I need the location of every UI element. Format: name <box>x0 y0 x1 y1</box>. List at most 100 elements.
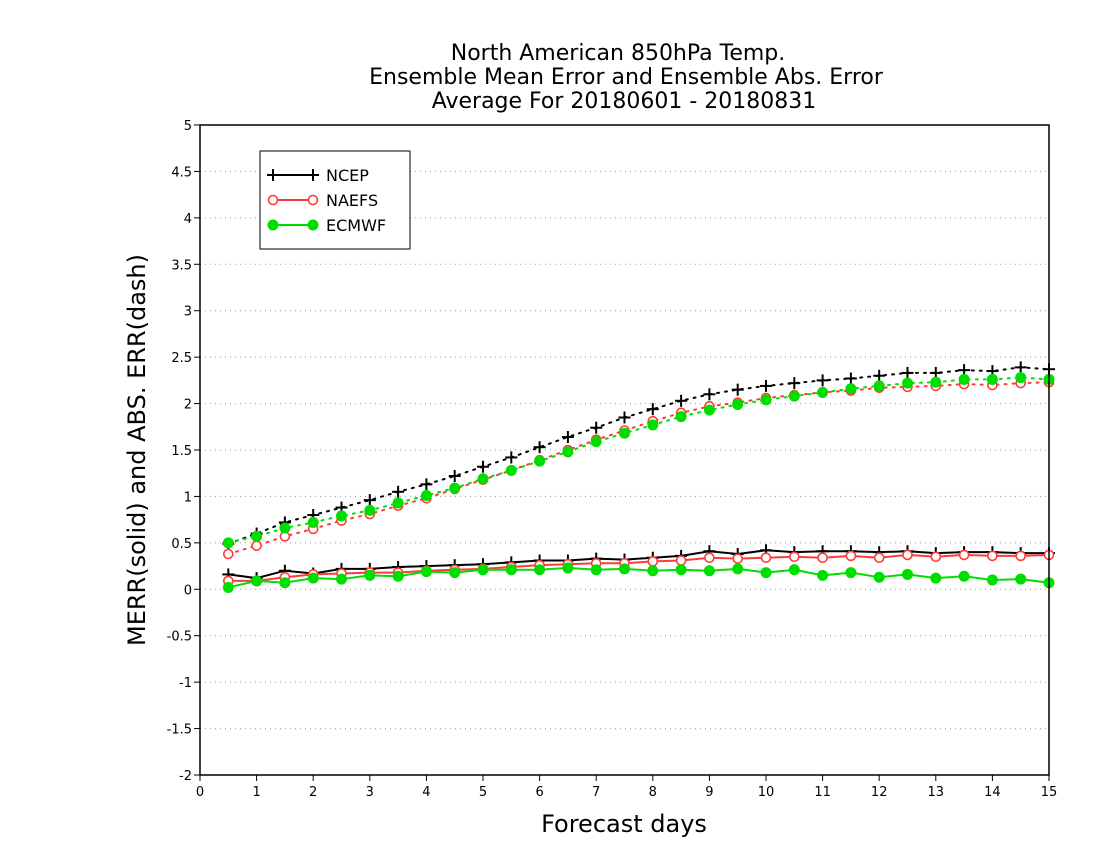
x-tick-label: 1 <box>252 785 260 800</box>
x-tick-label: 8 <box>649 785 657 800</box>
chart-title-line-3: Average For 20180601 - 20180831 <box>432 89 817 114</box>
ecmwf-mean-error-point <box>222 581 234 593</box>
naefs-abs-error-point <box>223 548 234 560</box>
x-tick-label: 6 <box>535 785 543 800</box>
legend-label-ncep: NCEP <box>326 166 369 185</box>
y-tick-label: -1 <box>179 676 192 691</box>
axis-ticks <box>194 124 1050 781</box>
ncep-abs-error-point <box>392 485 405 498</box>
ecmwf-abs-error-point <box>279 522 291 534</box>
ecmwf-mean-error-point <box>1015 573 1027 585</box>
ecmwf-abs-error-point <box>902 377 913 389</box>
legend-marker-ecmwf <box>267 219 279 231</box>
y-tick-label: 1.5 <box>171 444 192 459</box>
ncep-abs-error-point <box>675 394 688 407</box>
naefs-mean-error-point <box>817 552 828 564</box>
naefs-mean-error-point <box>760 552 772 564</box>
ecmwf-abs-error-point <box>449 482 461 494</box>
legend: NCEP NAEFS ECMWF <box>259 150 411 250</box>
x-tick-label: 3 <box>366 785 374 800</box>
naefs-mean-error-point <box>902 549 913 561</box>
ecmwf-abs-error-point <box>364 504 376 516</box>
ncep-abs-error-point <box>505 451 518 464</box>
ecmwf-mean-error-point <box>336 573 347 585</box>
ecmwf-abs-error-point <box>930 376 942 388</box>
ecmwf-abs-error-point <box>505 464 517 476</box>
ecmwf-mean-error-point <box>703 565 715 577</box>
y-tick-label: 5 <box>184 119 192 134</box>
ncep-abs-error-point <box>477 460 489 473</box>
x-tick-label: 0 <box>196 785 204 800</box>
ecmwf-abs-error-point <box>760 394 772 406</box>
naefs-mean-error-point <box>647 556 659 567</box>
plot-frame <box>199 124 1050 776</box>
ecmwf-abs-error-point <box>477 473 489 485</box>
ecmwf-abs-error-point <box>307 516 319 528</box>
ecmwf-abs-error-point <box>647 419 659 431</box>
ncep-abs-error-point <box>760 379 772 392</box>
legend-marker-ncep <box>307 169 319 181</box>
ecmwf-mean-error-point <box>505 564 517 576</box>
ncep-abs-error-point <box>561 431 574 443</box>
ncep-abs-error-point <box>363 494 376 507</box>
ecmwf-mean-error-point <box>364 569 376 581</box>
ecmwf-abs-error-point <box>222 537 234 549</box>
ecmwf-abs-error-point <box>534 455 546 467</box>
ecmwf-abs-error-point <box>958 373 970 385</box>
ecmwf-mean-error-point <box>930 572 942 584</box>
ecmwf-abs-error-point <box>703 404 715 416</box>
ecmwf-mean-error-point <box>420 566 432 578</box>
ncep-abs-error-point <box>618 411 631 424</box>
ncep-abs-error-point <box>646 403 659 416</box>
y-tick-label: 4 <box>184 212 192 227</box>
ecmwf-mean-error-point <box>251 575 263 587</box>
ecmwf-abs-error-point <box>1015 372 1027 384</box>
ecmwf-mean-error-point <box>534 564 546 576</box>
ecmwf-mean-error-point <box>477 564 489 576</box>
legend-marker-naefs <box>267 194 279 206</box>
ncep-abs-error-point <box>703 388 716 401</box>
legend-item-ecmwf: ECMWF <box>267 216 386 235</box>
ecmwf-abs-error-point <box>392 497 404 509</box>
x-tick-label: 15 <box>1041 785 1058 800</box>
x-tick-label: 13 <box>928 785 945 800</box>
y-tick-label: 2 <box>184 398 192 413</box>
x-tick-label: 2 <box>309 785 317 800</box>
chart-title-line-2: Ensemble Mean Error and Ensemble Abs. Er… <box>369 65 884 90</box>
naefs-mean-error-point <box>873 552 885 564</box>
ecmwf-mean-error-point <box>647 565 659 577</box>
x-tick-label: 10 <box>758 785 775 800</box>
ecmwf-abs-error-point <box>817 386 829 398</box>
y-tick-label: -1.5 <box>167 723 192 738</box>
y-tick-label: 0 <box>184 583 192 598</box>
legend-marker-naefs <box>307 194 319 206</box>
y-tick-label: 0.5 <box>171 537 192 552</box>
ecmwf-abs-error-point <box>873 380 885 392</box>
ecmwf-abs-error-point <box>788 390 800 402</box>
series-layer <box>222 361 1055 593</box>
x-tick-label: 7 <box>592 785 600 800</box>
ncep-abs-error-point <box>1014 361 1027 374</box>
ecmwf-mean-error-point <box>760 567 772 579</box>
y-tick-label: 3 <box>184 305 192 320</box>
ncep-abs-error-line <box>227 366 1050 545</box>
ecmwf-mean-error-point <box>590 564 602 576</box>
naefs-mean-error-point <box>930 551 942 563</box>
ecmwf-abs-error-point <box>590 436 602 448</box>
ncep-abs-error-point <box>731 383 744 396</box>
naefs-mean-error-point <box>845 550 857 562</box>
ncep-abs-error-point <box>420 478 433 491</box>
ecmwf-abs-error-point <box>986 373 998 385</box>
y-tick-label: -2 <box>179 769 192 784</box>
x-tick-label: 4 <box>422 785 430 800</box>
ncep-abs-error-point <box>901 366 914 379</box>
x-axis-label: Forecast days <box>541 810 707 838</box>
ecmwf-mean-error-point <box>845 567 857 579</box>
ncep-abs-error-point <box>816 374 829 387</box>
ncep-abs-error-point <box>844 372 857 385</box>
ecmwf-mean-error-point <box>562 562 574 574</box>
y-tick-label: 3.5 <box>171 258 192 273</box>
naefs-abs-error-point <box>251 540 262 551</box>
naefs-mean-error-point <box>1015 550 1027 562</box>
ecmwf-mean-error-point <box>675 564 687 576</box>
